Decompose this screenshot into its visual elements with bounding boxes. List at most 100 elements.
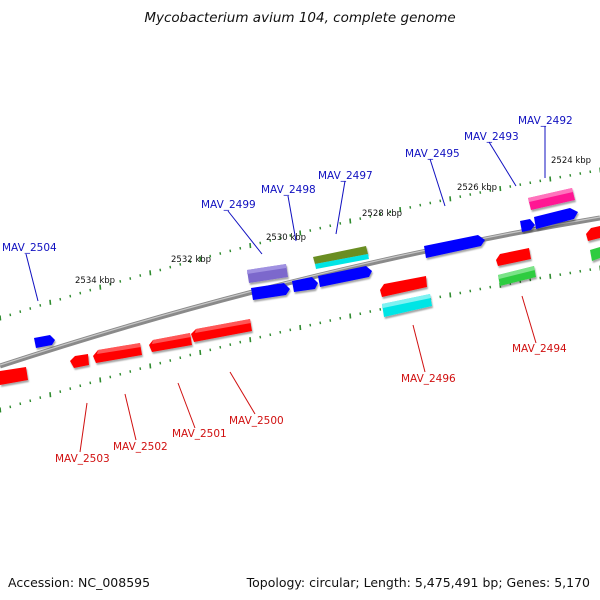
accession-text: Accession: NC_008595: [8, 575, 151, 590]
gene-MAV_2498[interactable]: [292, 277, 318, 292]
tick-row-outer-tick: [169, 265, 172, 269]
label-MAV_2494[interactable]: MAV_2494: [512, 343, 567, 355]
gene-MAV_2498-a[interactable]: [251, 283, 290, 300]
tick-row-outer-tick: [319, 226, 322, 230]
scale-label-2528: 2528 kbp: [362, 209, 402, 219]
tick-row-inner-tick: [239, 340, 242, 344]
gene-edge-right-b[interactable]: [590, 247, 600, 261]
gene-MAV_2504[interactable]: [34, 335, 55, 348]
label-MAV_2502[interactable]: MAV_2502: [113, 441, 168, 453]
tick-row-outer-tick: [19, 310, 22, 314]
tick-row-outer-tick: [49, 299, 52, 305]
tick-row-outer-tick: [429, 201, 432, 205]
label-MAV_2493[interactable]: MAV_2493: [464, 131, 519, 143]
label-MAV_2500[interactable]: MAV_2500: [229, 415, 284, 427]
gene-MAV_2501[interactable]: [149, 333, 192, 352]
tick-row-outer-tick: [119, 279, 122, 283]
tick-row-inner-tick: [139, 367, 142, 371]
tick-row-inner-tick: [39, 396, 42, 400]
gene-MAV_2497[interactable]: [313, 246, 369, 269]
tick-row-inner-tick: [469, 289, 472, 293]
gene-MAV_2502[interactable]: [93, 343, 142, 363]
tick-row-outer-tick: [129, 277, 132, 280]
tick-row-inner-tick: [339, 316, 342, 320]
tick-row-outer-tick: [349, 218, 352, 224]
gene-edge-right-a[interactable]: [586, 226, 600, 241]
tick-row-outer-tick: [459, 195, 462, 199]
gene-MAV_2495[interactable]: [424, 235, 485, 258]
reverse-leader-lines: [79, 295, 537, 453]
tick-row-outer-tick: [449, 196, 452, 202]
tick-row-outer-tick: [529, 181, 532, 185]
tick-row-outer-tick: [419, 203, 422, 207]
label-MAV_2499[interactable]: MAV_2499: [201, 199, 256, 211]
tick-row-outer-tick: [309, 229, 312, 232]
tick-row-outer-tick: [569, 173, 572, 177]
genome-title: Mycobacterium avium 104, complete genome: [144, 10, 456, 26]
tick-row-inner-tick: [289, 328, 292, 332]
tick-row-outer-tick: [39, 303, 42, 307]
gene-MAV_2492[interactable]: [528, 188, 575, 210]
tick-row-outer-tick: [439, 199, 442, 203]
label-MAV_2503[interactable]: MAV_2503: [55, 453, 110, 465]
tick-row-outer-tick: [9, 313, 12, 317]
scale-label-2526: 2526 kbp: [457, 183, 497, 193]
tick-row-inner-tick: [9, 405, 12, 409]
tick-row-outer-tick: [239, 246, 242, 250]
tick-row-outer-tick: [209, 254, 212, 258]
tick-row-inner-tick: [539, 276, 542, 280]
tick-row-inner-tick: [79, 384, 82, 388]
tick-row-outer-tick: [469, 193, 472, 196]
tick-row-outer-tick: [59, 297, 62, 301]
tick-row-outer-tick: [499, 186, 502, 192]
tick-row-inner-tick: [89, 381, 92, 385]
label-MAV_2496[interactable]: MAV_2496: [401, 373, 456, 385]
tick-row-outer-tick: [579, 172, 582, 175]
tick-row-inner-tick: [189, 353, 192, 357]
tick-row-inner-tick: [149, 363, 152, 369]
gene-MAV_2500[interactable]: [191, 319, 252, 342]
gene-MAV_2503[interactable]: [70, 354, 89, 368]
tick-row-outer-tick: [389, 210, 392, 214]
tick-row-inner-tick: [369, 310, 372, 313]
tick-row-inner-tick: [479, 287, 482, 291]
gene-MAV_2496[interactable]: [380, 276, 432, 317]
tick-row-inner-tick: [359, 312, 362, 316]
tick-row-inner-tick: [99, 377, 102, 383]
tick-row-outer-tick: [329, 224, 332, 228]
tick-row-outer-tick: [179, 262, 182, 266]
gene-MAV_2494[interactable]: [496, 248, 536, 286]
gene-MAV_2493-b[interactable]: [534, 208, 578, 229]
tick-row-inner-tick: [199, 349, 202, 355]
tick-row-inner-tick: [529, 278, 532, 282]
label-MAV_2498[interactable]: MAV_2498: [261, 184, 316, 196]
tick-row-outer-tick: [359, 217, 362, 221]
tick-row-inner-tick: [449, 292, 452, 298]
label-MAV_2495[interactable]: MAV_2495: [405, 148, 460, 160]
label-MAV_2497[interactable]: MAV_2497: [318, 170, 373, 182]
label-MAV_2501[interactable]: MAV_2501: [172, 428, 227, 440]
tick-row-outer-tick: [379, 212, 382, 216]
tick-row-inner-tick: [49, 392, 52, 398]
label-MAV_2492[interactable]: MAV_2492: [518, 115, 573, 127]
tick-row-outer-tick: [249, 243, 252, 249]
label-MAV_2504[interactable]: MAV_2504: [2, 242, 57, 254]
scale-label-2524: 2524 kbp: [551, 156, 591, 166]
gene-edge-left[interactable]: [0, 367, 28, 385]
tick-row-inner-tick: [169, 359, 172, 362]
tick-row-outer-tick: [549, 176, 552, 182]
gene-MAV_2493[interactable]: [520, 219, 535, 232]
tick-row-inner-tick: [589, 268, 592, 272]
gene-MAV_2497-b[interactable]: [318, 266, 372, 287]
tick-row-outer-tick: [399, 207, 402, 213]
tick-row-inner-tick: [249, 337, 252, 343]
gene-MAV_2499[interactable]: [247, 264, 288, 283]
tick-row-inner-tick: [29, 399, 32, 403]
tick-row-inner-tick: [119, 372, 122, 376]
tick-row-inner-tick: [579, 269, 582, 273]
scale-label-2534: 2534 kbp: [75, 276, 115, 286]
genome-backbone-highlight: [0, 216, 600, 366]
tick-row-outer-tick: [139, 274, 142, 277]
tick-row-outer-tick: [589, 170, 592, 174]
